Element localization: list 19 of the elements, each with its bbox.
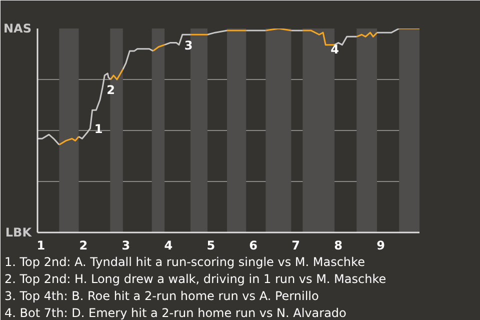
annotation: 2 <box>106 83 115 98</box>
x-tick-label: 6 <box>249 238 258 252</box>
x-tick-label: 9 <box>376 238 386 252</box>
text: NAS <box>4 22 32 36</box>
text: LBK <box>5 226 32 240</box>
text: 1. Top 2nd: A. Tyndall hit a run-scoring single vs M. Maschke <box>4 255 365 269</box>
x-tick-label: 1 <box>36 238 46 252</box>
x-tick-label: 2 <box>79 238 88 252</box>
text: 3. Top 4th: B. Roe hit a 2-run home run vs A. Pernillo <box>4 289 319 303</box>
x-tick-label: 5 <box>206 238 216 252</box>
annotation: 4 <box>330 42 339 56</box>
text: 2. Top 2nd: H. Long drew a walk, driving in 1 run vs M. Maschke <box>4 272 386 286</box>
x-tick-label: 8 <box>334 238 343 252</box>
annotation: 3 <box>184 38 193 52</box>
x-tick-label: 7 <box>292 238 300 252</box>
text: 4. Bot 7th: D. Emery hit a 2-run home run vs N. Alvarado <box>4 306 346 320</box>
annotation: 1 <box>94 122 103 136</box>
x-tick-label: 3 <box>122 238 130 252</box>
x-tick-label: 4 <box>164 238 173 252</box>
